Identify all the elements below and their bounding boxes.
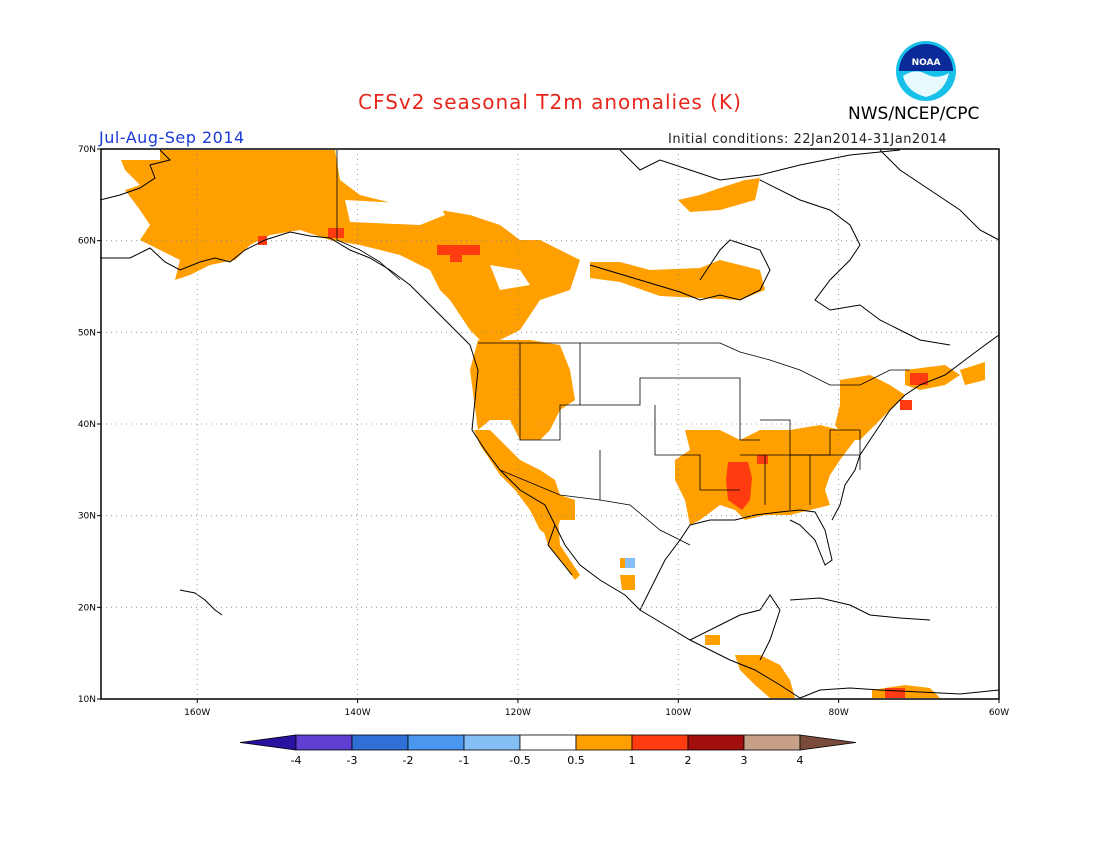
cutout-nwt bbox=[410, 175, 432, 190]
coast-cuba bbox=[789, 597, 931, 621]
anomaly-hot-alberta bbox=[437, 245, 480, 262]
colorbar-label: 4 bbox=[797, 754, 804, 767]
lon-tick-label: 60W bbox=[989, 708, 1009, 718]
anomaly-northeast bbox=[835, 375, 905, 440]
anomaly-nicaragua bbox=[705, 635, 720, 645]
lon-tick-label: 160W bbox=[184, 708, 210, 718]
coast-alaska bbox=[100, 231, 471, 346]
coastlines bbox=[99, 149, 1000, 699]
border-alaska-canada bbox=[336, 150, 401, 281]
lat-tick-label: 20N bbox=[78, 603, 96, 613]
colorbar-label: -1 bbox=[459, 754, 470, 767]
colorbar-label: -4 bbox=[291, 754, 302, 767]
coast-hudson bbox=[589, 239, 771, 301]
lat-tick-label: 10N bbox=[78, 695, 96, 705]
border-states-1 bbox=[519, 343, 581, 441]
colorbar-segment bbox=[519, 734, 577, 751]
cutout-bc bbox=[490, 265, 530, 290]
coast-west bbox=[469, 344, 801, 699]
anomaly-pacific-nw bbox=[470, 340, 575, 440]
lat-tick-label: 60N bbox=[78, 237, 96, 247]
border-states-2 bbox=[580, 377, 760, 441]
colorbar-label: 1 bbox=[629, 754, 636, 767]
anomaly-mexico-2 bbox=[620, 558, 625, 568]
lon-tick-label: 80W bbox=[828, 708, 848, 718]
coast-labrador bbox=[759, 179, 951, 346]
colorbar-label: -2 bbox=[403, 754, 414, 767]
border-us-mexico bbox=[499, 469, 691, 546]
anomaly-hot-missvalley bbox=[726, 462, 752, 510]
anomaly-hot-northeast bbox=[910, 373, 928, 385]
anomaly-cool-mexico bbox=[625, 558, 635, 568]
anomaly-alaska bbox=[121, 150, 580, 340]
border-canada-us bbox=[478, 342, 910, 386]
colorbar-segment bbox=[463, 734, 521, 751]
coast-yucatan bbox=[689, 594, 781, 661]
colorbar-segment bbox=[687, 734, 745, 751]
coast-south-america bbox=[799, 687, 1000, 699]
cutout-yukon bbox=[345, 200, 445, 225]
coast-gulf bbox=[639, 509, 833, 611]
coast-greenland bbox=[879, 149, 1000, 241]
anomaly-hot-yukon bbox=[328, 228, 344, 238]
colorbar-segment bbox=[631, 734, 689, 751]
colorbar-segment bbox=[351, 734, 409, 751]
anomaly-hudson-north bbox=[678, 178, 760, 212]
coast-arctic-islands bbox=[619, 149, 901, 181]
lon-tick-label: 140W bbox=[345, 708, 371, 718]
lon-tick-label: 100W bbox=[665, 708, 691, 718]
anomaly-california bbox=[474, 430, 575, 540]
lat-tick-label: 50N bbox=[78, 328, 96, 338]
anomaly-hot-kenai bbox=[258, 236, 267, 245]
anomaly-mexico bbox=[620, 575, 635, 590]
coast-baja bbox=[547, 524, 573, 576]
anomaly-layer bbox=[121, 150, 985, 698]
axis-labels: 10N 20N 30N 40N 50N 60N 70N 160W 140W 120W 100W 80W… bbox=[78, 145, 1009, 718]
anomaly-hot-kentucky bbox=[757, 455, 768, 464]
anomaly-hudson bbox=[590, 260, 765, 300]
anomaly-baja bbox=[540, 520, 580, 580]
map-title: CFSv2 seasonal T2m anomalies (K) bbox=[358, 90, 742, 114]
coast-east bbox=[831, 334, 1000, 521]
lat-tick-label: 30N bbox=[78, 512, 96, 522]
colorbar-segment bbox=[407, 734, 465, 751]
coast-alaska-west bbox=[99, 149, 171, 201]
anomaly-nova-scotia bbox=[960, 362, 985, 385]
colorbar-arrow-low bbox=[239, 734, 297, 751]
colorbar-segment bbox=[743, 734, 801, 751]
colorbar: -4 -3 -2 -1 -0.5 0.5 1 2 3 4 bbox=[239, 734, 857, 767]
noaa-logo-text: NOAA bbox=[912, 58, 941, 68]
anomaly-hot-maine bbox=[900, 400, 912, 410]
border-states-3 bbox=[599, 405, 740, 500]
initial-conditions: Initial conditions: 22Jan2014-31Jan2014 bbox=[668, 132, 948, 147]
colorbar-label: -0.5 bbox=[509, 754, 530, 767]
noaa-logo: NOAA bbox=[896, 41, 956, 101]
lat-tick-label: 70N bbox=[78, 145, 96, 155]
colorbar-label: 2 bbox=[685, 754, 692, 767]
colorbar-label: 3 bbox=[741, 754, 748, 767]
forecast-period: Jul-Aug-Sep 2014 bbox=[99, 128, 245, 147]
gridlines bbox=[101, 149, 999, 699]
border-states-5 bbox=[740, 454, 860, 510]
lat-tick-label: 40N bbox=[78, 420, 96, 430]
colorbar-segment bbox=[575, 734, 633, 751]
agency-label: NWS/NCEP/CPC bbox=[848, 104, 980, 124]
colorbar-segment bbox=[295, 734, 353, 751]
anomaly-hot-colombia bbox=[885, 688, 905, 698]
coast-hawaii bbox=[179, 589, 223, 616]
colorbar-arrow-high bbox=[799, 734, 857, 751]
lon-tick-label: 120W bbox=[505, 708, 531, 718]
colorbar-label: -3 bbox=[347, 754, 358, 767]
colorbar-label: 0.5 bbox=[567, 754, 585, 767]
